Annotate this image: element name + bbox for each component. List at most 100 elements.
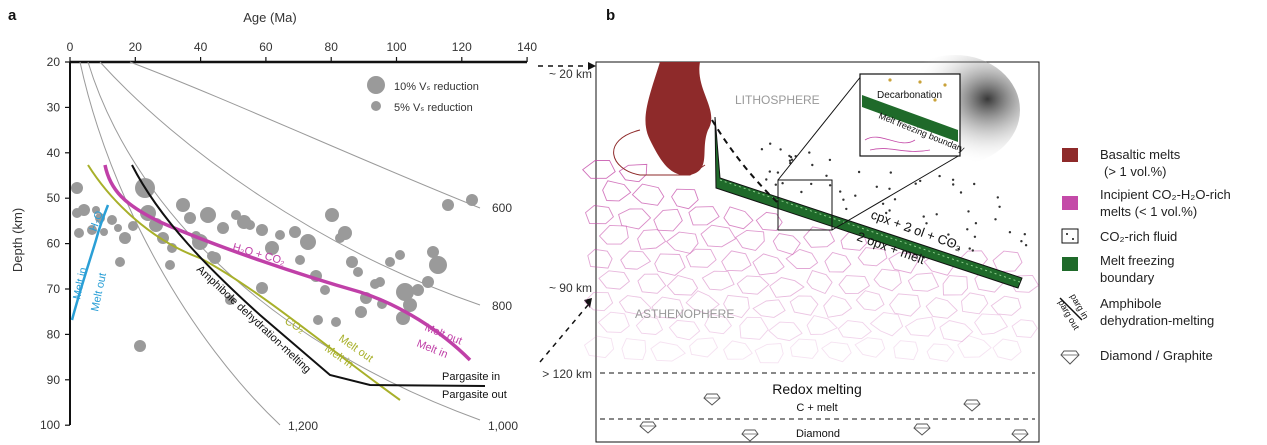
melt-network-cell [723, 206, 754, 230]
legend-fluid-dot [1066, 233, 1068, 235]
melt-network-cell [857, 247, 888, 267]
inset-melt-veins [864, 136, 931, 152]
co2-fluid-dot [952, 183, 955, 186]
co2-fluid-dot [789, 155, 793, 159]
co2-fluid-dot [845, 207, 848, 211]
legend: Basaltic melts (> 1 vol.%) Incipient CO₂… [1056, 147, 1231, 365]
y-tick-label: 50 [47, 191, 61, 205]
melt-network-cell [789, 295, 819, 316]
depth-label-120: > 120 km [542, 367, 592, 381]
legend-basaltic-label: Basaltic melts [1100, 147, 1181, 162]
melt-network-cell [618, 295, 652, 316]
melt-network-cell [837, 320, 872, 340]
vs-reduction-dot [92, 206, 100, 214]
legend-freezing-label: Melt freezing [1100, 253, 1174, 268]
melt-network-cell [992, 250, 1023, 273]
melt-network-cell [671, 188, 699, 210]
co2-fluid-dot [769, 142, 772, 145]
melt-network-cell [587, 248, 613, 269]
melt-network-cell [620, 250, 652, 270]
melt-network-cell [598, 224, 629, 245]
co2-fluid-dot [779, 148, 782, 151]
vs-reduction-dot [74, 228, 84, 238]
vs-reduction-dot [412, 284, 424, 296]
vs-reduction-dot [225, 295, 235, 305]
x-tick-label: 140 [517, 40, 537, 54]
vs-reduction-dot [466, 194, 478, 206]
y-tick-label: 40 [47, 146, 61, 160]
melt-network-cell [823, 295, 853, 318]
co2-fluid-dot [768, 170, 771, 173]
depth-label-20: ~ 20 km [549, 67, 592, 81]
melt-network-cell [685, 290, 720, 315]
vs-reduction-dot [331, 317, 341, 327]
co2-fluid-dot [1023, 233, 1026, 236]
melt-network-cell [754, 343, 784, 364]
legend-amphibole-line [1059, 297, 1083, 321]
zoom-box [777, 179, 833, 231]
melt-network-cell [736, 275, 770, 295]
vs-reduction-dot [176, 198, 190, 212]
vs-reduction-dot [427, 246, 439, 258]
melt-network-cell [925, 297, 958, 319]
melt-network-cell [583, 291, 614, 312]
melt-network-cell [721, 250, 752, 272]
lithosphere-label: LITHOSPHERE [735, 93, 820, 107]
co2-fluid-dot [967, 210, 970, 213]
melt-network-cell [651, 296, 685, 319]
h2o-co2-solidus-curve [103, 164, 472, 362]
x-tick-label: 120 [452, 40, 472, 54]
co2-fluid-dot [951, 178, 955, 181]
co2-fluid-dot [790, 158, 794, 161]
melt-network-cell [598, 270, 630, 290]
melt-network-cell [992, 338, 1022, 361]
vs-reduction-dot [300, 234, 316, 250]
isotherm-label-1200: 1,200 [288, 419, 318, 433]
co2-fluid-dot [925, 222, 928, 225]
inset-panel: Decarbonation Melt freezing boundary [859, 73, 966, 157]
melt-network-cell [666, 274, 699, 296]
vs-reduction-dot [396, 283, 414, 301]
melt-network-cell [689, 337, 719, 358]
melt-network-cell [637, 229, 667, 250]
melt-network-cell [704, 313, 732, 335]
vs-reduction-dot [385, 257, 395, 267]
co2-fluid-dot [935, 213, 938, 216]
vs-reduction-dot [119, 232, 131, 244]
co2-fluid-dot [957, 248, 960, 251]
melt-network-cell [904, 316, 936, 337]
melt-network-cell [838, 275, 870, 295]
melt-network-cell [961, 292, 989, 315]
legend-freezing-sub: boundary [1100, 270, 1155, 285]
vs-reduction-dot [100, 228, 108, 236]
co2-fluid-dot [1008, 231, 1012, 234]
redox-subtitle: C + melt [796, 402, 837, 414]
vs-reduction-dot [87, 225, 97, 235]
melt-network-cell [650, 341, 686, 362]
connector-bottom-arrowhead [584, 298, 592, 308]
vs-reduction-dot [207, 251, 217, 261]
basaltic-melt-body [645, 62, 712, 176]
melt-network-cell [755, 211, 783, 231]
co2-fluid-dot [889, 171, 892, 174]
y-tick-label: 100 [40, 418, 60, 432]
melt-network-cell [889, 293, 921, 317]
melt-network-cell [723, 340, 753, 360]
melt-network-cell [621, 338, 647, 361]
melt-network-cell [582, 159, 616, 179]
y-tick-label: 80 [47, 327, 61, 341]
y-tick-label: 90 [47, 373, 61, 387]
melt-network [582, 159, 1040, 364]
diamond-icon [1011, 429, 1029, 442]
y-tick-label: 30 [47, 100, 61, 114]
vs-reduction-dot [134, 340, 146, 352]
melt-network-cell [631, 183, 665, 206]
diamond-icon [639, 421, 657, 434]
vs-reduction-dot [325, 208, 339, 222]
melt-network-cell [772, 233, 801, 256]
isotherm-600 [129, 61, 481, 209]
legend-amphibole-label: Amphibole [1100, 296, 1161, 311]
co2-fluid-dot [919, 179, 922, 183]
vs-reduction-dot [71, 182, 83, 194]
